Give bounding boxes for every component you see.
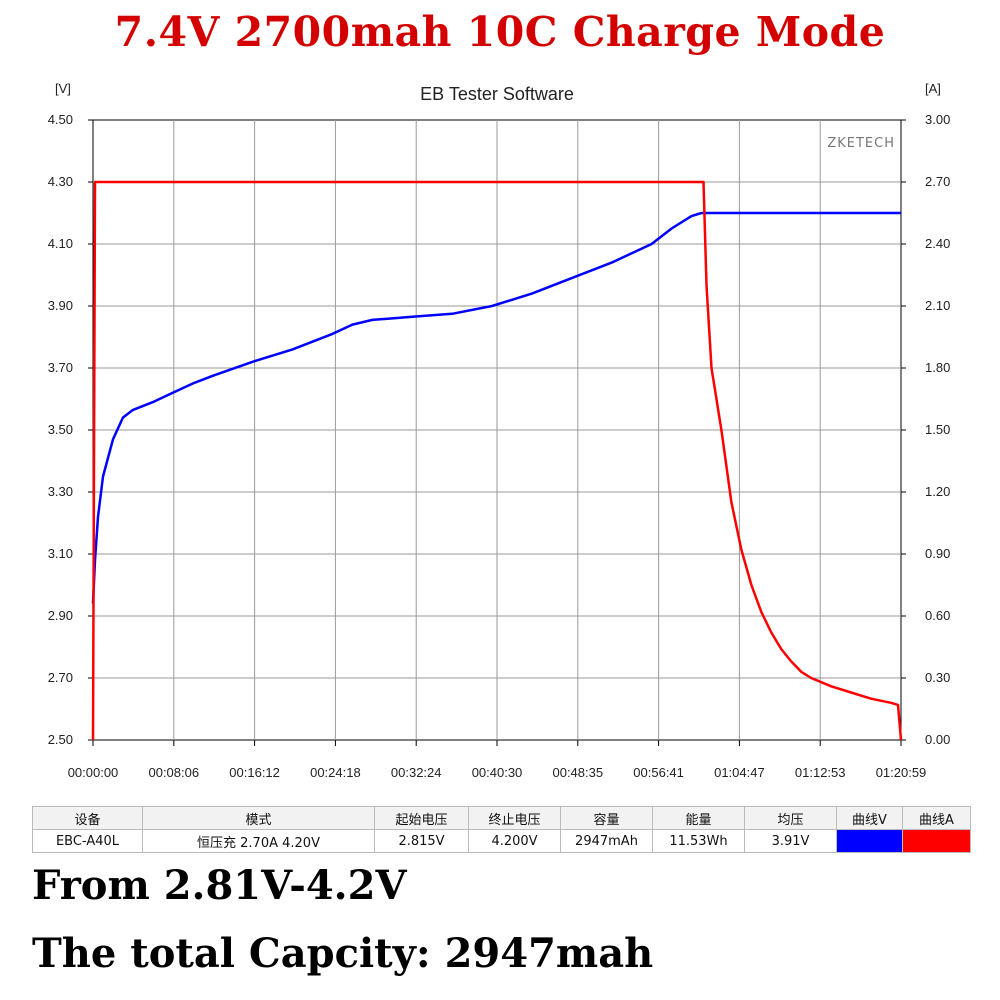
curve-v-color-swatch[interactable] — [836, 829, 903, 853]
x-tick-label: 00:56:41 — [633, 765, 684, 780]
axis-ticks: 4.50 4.30 4.10 3.90 3.70 3.50 3.30 3.10 2.90 2.70… — [48, 112, 951, 780]
left-axis-unit: [V] — [55, 81, 71, 96]
series-layer — [91, 180, 903, 741]
cell-end-voltage: 4.200V — [468, 829, 561, 853]
left-tick-label: 4.10 — [48, 236, 73, 251]
header-end-voltage: 终止电压 — [468, 806, 561, 830]
header-mode: 模式 — [142, 806, 375, 830]
cell-energy: 11.53Wh — [652, 829, 745, 853]
right-tick-label: 2.40 — [925, 236, 950, 251]
left-tick-label: 2.50 — [48, 732, 73, 747]
x-tick-label: 00:48:35 — [552, 765, 603, 780]
cell-mode: 恒压充 2.70A 4.20V — [142, 829, 375, 853]
right-tick-label: 0.00 — [925, 732, 950, 747]
left-tick-label: 4.30 — [48, 174, 73, 189]
curve-a-color-swatch[interactable] — [902, 829, 971, 853]
header-energy: 能量 — [652, 806, 745, 830]
cell-start-voltage: 2.815V — [374, 829, 469, 853]
header-curve-v: 曲线V — [836, 806, 903, 830]
right-tick-label: 0.90 — [925, 546, 950, 561]
right-tick-label: 3.00 — [925, 112, 950, 127]
x-tick-label: 00:16:12 — [229, 765, 280, 780]
header-curve-a: 曲线A — [902, 806, 971, 830]
chart-title: EB Tester Software — [420, 84, 574, 104]
x-tick-label: 00:00:00 — [68, 765, 119, 780]
right-tick-label: 0.30 — [925, 670, 950, 685]
x-tick-label: 00:40:30 — [472, 765, 523, 780]
summary-header-row: 设备 模式 起始电压 终止电压 容量 能量 均压 曲线V 曲线A — [32, 806, 971, 830]
x-tick-label: 01:20:59 — [876, 765, 927, 780]
x-tick-label: 00:24:18 — [310, 765, 361, 780]
x-tick-label: 01:04:47 — [714, 765, 765, 780]
voltage-series-line — [91, 211, 901, 604]
header-start-voltage: 起始电压 — [374, 806, 469, 830]
caption-total-capacity: The total Capcity: 2947mah — [32, 930, 654, 977]
left-tick-label: 2.70 — [48, 670, 73, 685]
left-tick-label: 4.50 — [48, 112, 73, 127]
x-tick-label: 00:32:24 — [391, 765, 442, 780]
right-axis-unit: [A] — [925, 81, 941, 96]
right-tick-label: 1.50 — [925, 422, 950, 437]
right-tick-label: 1.80 — [925, 360, 950, 375]
charge-chart: 4.50 4.30 4.10 3.90 3.70 3.50 3.30 3.10 2.90 2.70… — [48, 81, 951, 780]
header-avg-voltage: 均压 — [744, 806, 837, 830]
right-tick-label: 1.20 — [925, 484, 950, 499]
banner-title: 7.4V 2700mah 10C Charge Mode — [114, 8, 886, 56]
header-capacity: 容量 — [560, 806, 653, 830]
left-tick-label: 3.30 — [48, 484, 73, 499]
cell-capacity: 2947mAh — [560, 829, 653, 853]
summary-data-row[interactable]: EBC-A40L 恒压充 2.70A 4.20V 2.815V 4.200V 2… — [32, 829, 971, 853]
x-tick-label: 01:12:53 — [795, 765, 846, 780]
grid-lines — [93, 120, 901, 740]
watermark-text: ZKETECH — [827, 136, 895, 151]
cell-device: EBC-A40L — [32, 829, 143, 853]
summary-table: 设备 模式 起始电压 终止电压 容量 能量 均压 曲线V 曲线A EBC-A40… — [32, 806, 971, 853]
cell-avg-voltage: 3.91V — [744, 829, 837, 853]
caption-voltage-range: From 2.81V-4.2V — [32, 862, 407, 909]
right-tick-label: 2.10 — [925, 298, 950, 313]
left-tick-label: 3.10 — [48, 546, 73, 561]
left-tick-label: 3.50 — [48, 422, 73, 437]
left-tick-label: 3.90 — [48, 298, 73, 313]
left-tick-label: 3.70 — [48, 360, 73, 375]
current-series-line — [91, 180, 903, 741]
left-tick-label: 2.90 — [48, 608, 73, 623]
x-tick-label: 00:08:06 — [148, 765, 199, 780]
right-tick-label: 0.60 — [925, 608, 950, 623]
header-device: 设备 — [32, 806, 143, 830]
right-tick-label: 2.70 — [925, 174, 950, 189]
